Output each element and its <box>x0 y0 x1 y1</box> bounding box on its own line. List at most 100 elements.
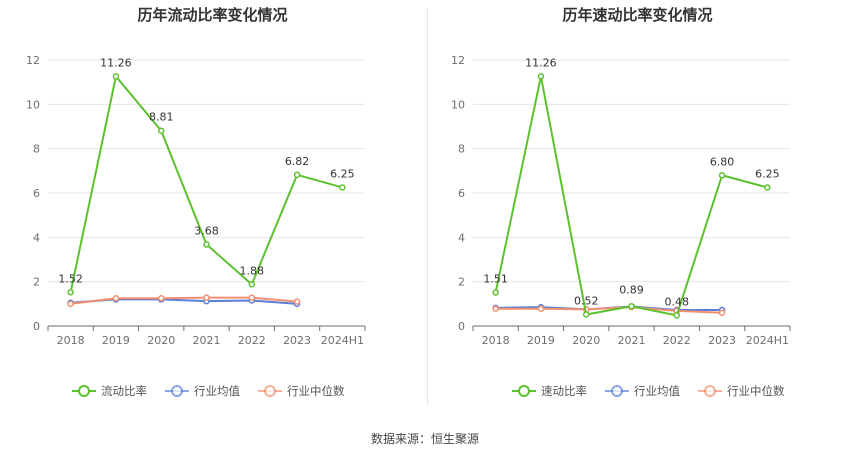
y-tick-label: 4 <box>33 231 40 244</box>
legend: 速动比率 行业均值 行业中位数 <box>512 384 785 398</box>
data-label: 8.81 <box>149 111 174 124</box>
legend-marker <box>704 385 716 397</box>
legend-item: 速动比率 <box>512 384 587 398</box>
gridlines <box>48 59 365 283</box>
data-label: 1.52 <box>58 272 83 285</box>
y-tick-label: 8 <box>458 143 465 156</box>
legend: 流动比率 行业均值 行业中位数 <box>72 384 345 398</box>
panel-divider <box>427 8 428 406</box>
data-label: 6.82 <box>285 155 310 168</box>
x-tick-label: 2021 <box>193 334 221 347</box>
data-point <box>157 127 165 134</box>
series-line <box>69 75 343 293</box>
data-point <box>248 294 256 301</box>
series-line <box>494 75 768 317</box>
legend-item: 行业中位数 <box>698 384 785 398</box>
data-point <box>203 294 210 301</box>
data-point <box>248 281 256 288</box>
gridlines <box>473 59 790 283</box>
y-tick-label: 2 <box>33 276 40 289</box>
data-point <box>112 73 120 80</box>
data-point <box>112 295 120 302</box>
legend-label: 速动比率 <box>541 384 587 398</box>
y-tick-label: 0 <box>33 320 40 333</box>
data-point <box>339 184 346 191</box>
y-tick-label: 8 <box>33 143 40 156</box>
data-point <box>157 295 165 302</box>
y-tick-label: 0 <box>458 320 465 333</box>
data-point <box>67 300 74 308</box>
y-tick-label: 10 <box>451 98 465 111</box>
data-label: 0.89 <box>619 283 644 296</box>
data-point <box>537 73 545 80</box>
series-line <box>495 306 723 314</box>
x-tick-label: 2023 <box>283 334 311 347</box>
data-label: 0.52 <box>574 294 599 307</box>
current-ratio-chart: 0 2 4 6 8 10 12 2018 2019 2020 2021 2022 2023 2024H1 1… <box>26 54 366 398</box>
data-label: 3.68 <box>194 224 219 237</box>
current-ratio-panel: 历年流动比率变化情况 0 2 4 6 8 10 12 2018 2019 2020 2021 2022… <box>0 0 425 420</box>
data-label: 6.25 <box>330 167 355 180</box>
series-line <box>70 296 298 305</box>
data-point <box>764 184 771 191</box>
legend-marker <box>611 385 623 397</box>
data-label: 6.25 <box>755 167 780 180</box>
y-tick-label: 6 <box>33 187 40 200</box>
chart-title: 历年速动比率变化情况 <box>562 6 713 24</box>
x-tick-label: 2019 <box>102 334 130 347</box>
quick-ratio-chart: 0 2 4 6 8 10 12 2018 2019 2020 2021 2022 2023 2024H1 1… <box>451 54 791 398</box>
y-tick-label: 12 <box>26 54 40 67</box>
data-label: 11.26 <box>525 56 557 69</box>
data-point <box>582 311 590 318</box>
legend-label: 流动比率 <box>101 384 147 398</box>
legend-item: 行业均值 <box>605 384 680 398</box>
data-label: 0.48 <box>665 295 690 308</box>
legend-marker <box>264 385 276 397</box>
y-tick-label: 2 <box>458 276 465 289</box>
data-label: 11.26 <box>100 56 132 69</box>
x-tick-label: 2018 <box>482 334 510 347</box>
y-tick-label: 4 <box>458 231 465 244</box>
x-tick-label: 2022 <box>238 334 266 347</box>
data-point <box>537 305 545 312</box>
data-point <box>718 309 726 316</box>
data-point <box>492 305 499 312</box>
data-point <box>67 289 74 296</box>
legend-item: 行业均值 <box>165 384 240 398</box>
data-point <box>492 289 499 296</box>
x-tick-label: 2024H1 <box>746 334 789 347</box>
data-point <box>628 303 635 310</box>
y-tick-label: 12 <box>451 54 465 67</box>
y-tick-label: 10 <box>26 98 40 111</box>
y-tick-label: 6 <box>458 187 465 200</box>
data-label: 6.80 <box>710 155 735 168</box>
data-point <box>293 298 301 305</box>
series-0: 1.52 11.26 8.81 3.68 1.88 6.82 6.25 <box>58 56 355 296</box>
legend-label: 行业均值 <box>634 384 680 398</box>
x-tick-label: 2020 <box>572 334 600 347</box>
legend-label: 行业中位数 <box>287 384 345 398</box>
chart-title: 历年流动比率变化情况 <box>137 6 288 24</box>
legend-label: 行业中位数 <box>727 384 785 398</box>
legend-item: 行业中位数 <box>258 384 345 398</box>
data-source: 数据来源：恒生聚源 <box>370 432 479 446</box>
legend-marker <box>78 385 90 397</box>
series-2 <box>67 294 301 308</box>
data-label: 1.88 <box>240 264 265 277</box>
x-tick-label: 2021 <box>618 334 646 347</box>
data-point <box>293 171 301 179</box>
series-0: 1.51 11.26 0.52 0.89 0.48 6.80 6.25 <box>483 56 780 319</box>
legend-marker <box>171 385 183 397</box>
data-point <box>718 172 726 179</box>
legend-label: 行业均值 <box>194 384 240 398</box>
quick-ratio-panel: 历年速动比率变化情况 0 2 4 6 8 10 12 2018 2019 2020 2021 2022… <box>425 0 850 420</box>
x-tick-label: 2019 <box>527 334 555 347</box>
x-tick-label: 2024H1 <box>321 334 364 347</box>
legend-item: 流动比率 <box>72 384 147 398</box>
x-tick-label: 2018 <box>57 334 85 347</box>
data-point <box>673 312 681 319</box>
x-tick-label: 2023 <box>708 334 736 347</box>
data-label: 1.51 <box>483 273 508 286</box>
x-tick-label: 2020 <box>147 334 175 347</box>
x-tick-label: 2022 <box>663 334 691 347</box>
